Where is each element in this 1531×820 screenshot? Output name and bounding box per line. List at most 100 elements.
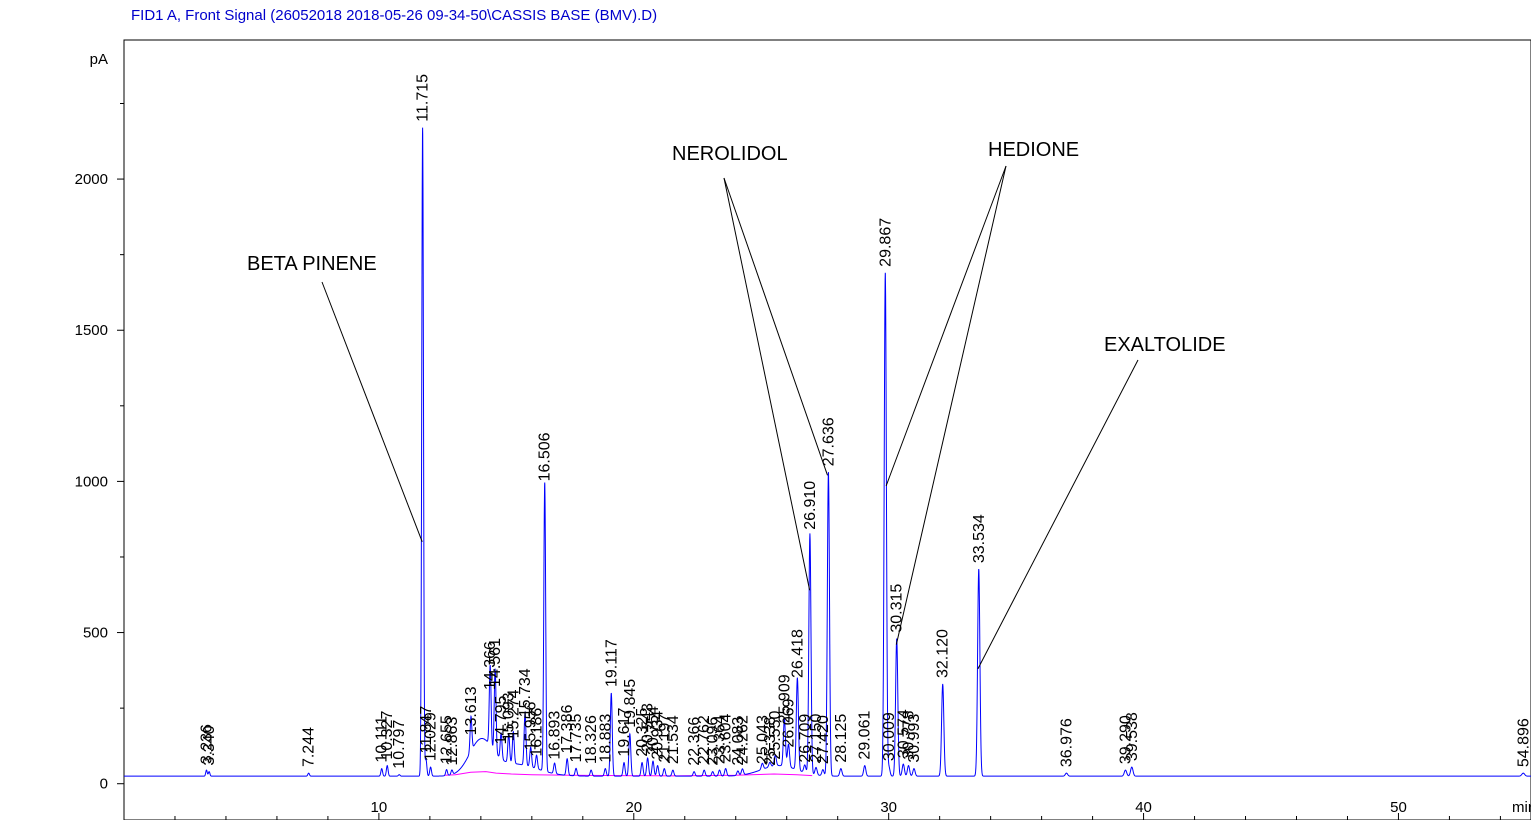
peak-label: 27.150 — [808, 714, 825, 763]
peak-label: 13.613 — [463, 686, 480, 735]
peak-label: 19.617 — [616, 708, 633, 757]
y-tick-label: 500 — [83, 625, 108, 642]
peak-label: 14.561 — [487, 638, 504, 687]
peak-label: 23.604 — [718, 714, 735, 763]
peak-label: 30.009 — [881, 712, 898, 761]
x-tick-label: 20 — [625, 799, 642, 816]
annotation-leader-line — [723, 177, 828, 476]
peak-label: 23.364 — [712, 715, 729, 764]
peak-label: 12.863 — [444, 717, 461, 766]
peak-label: 19.845 — [622, 679, 639, 728]
peak-label: 26.069 — [780, 698, 797, 747]
peak-label: 15.956 — [523, 701, 540, 750]
peak-label: 14.795 — [493, 695, 510, 744]
baseline-fit-layer — [445, 771, 813, 777]
peak-label: 16.893 — [547, 711, 564, 760]
baseline-fit-trace — [445, 771, 813, 777]
peak-label: 20.543 — [640, 703, 657, 752]
chart-title: FID1 A, Front Signal (26052018 2018-05-2… — [131, 7, 657, 24]
y-axis: 0 500 1000 1500 2000 — [75, 102, 124, 793]
peak-label: 10.111 — [374, 716, 391, 763]
annotation-leader-line — [885, 165, 1007, 487]
peak-label: 29.061 — [857, 711, 874, 760]
peak-label: 22.366 — [686, 717, 703, 766]
peak-label: 28.125 — [833, 714, 850, 763]
compound-label: BETA PINENE — [247, 253, 377, 275]
peak-label: 54.896 — [1515, 718, 1531, 767]
peak-label: 32.120 — [935, 629, 952, 678]
signal-layer — [124, 127, 1531, 777]
y-tick-label: 2000 — [75, 171, 108, 188]
compound-label: HEDIONE — [988, 139, 1079, 161]
peak-label: 30.993 — [906, 714, 923, 763]
peak-label: 10.327 — [379, 711, 396, 760]
annotation-leader-line — [895, 165, 1007, 645]
peak-label: 25.550 — [767, 711, 784, 760]
peak-label: 27.420 — [815, 715, 832, 764]
peak-label: 23.096 — [705, 717, 722, 766]
peak-label: 12.029 — [423, 712, 440, 761]
peak-label: 15.274 — [505, 689, 522, 738]
peak-label: 27.636 — [820, 417, 837, 466]
peak-label: 26.709 — [797, 714, 814, 763]
peak-label: 21.197 — [656, 714, 673, 763]
peak-label: 20.754 — [645, 706, 662, 755]
peak-label: 18.326 — [583, 715, 600, 764]
x-tick-label: 30 — [880, 799, 897, 816]
peak-label: 7.244 — [301, 727, 318, 767]
compound-label: NEROLIDOL — [672, 143, 788, 165]
compound-annotations: BETA PINENE NEROLIDOL HEDIONE EXALTOLIDE — [247, 139, 1226, 670]
x-tick-label: 10 — [371, 799, 388, 816]
peak-label: 30.315 — [889, 584, 906, 633]
peak-label: 21.534 — [665, 715, 682, 764]
peak-label: 26.418 — [789, 629, 806, 678]
peak-label: 25.043 — [754, 715, 771, 764]
y-tick-label: 0 — [100, 776, 108, 793]
peak-label: 22.762 — [696, 715, 713, 764]
peak-label: 29.867 — [877, 218, 894, 267]
peak-label: 25.338 — [762, 717, 779, 766]
annotation-leader-line — [723, 177, 811, 591]
peak-label: 18.883 — [597, 714, 614, 763]
peak-label: 3.236 — [199, 724, 216, 764]
peak-label: 11.715 — [415, 74, 432, 122]
x-tick-label: 40 — [1135, 799, 1152, 816]
peak-label: 19.117 — [603, 639, 620, 687]
peak-label: 25.909 — [776, 674, 793, 723]
peak-label: 39.538 — [1124, 712, 1141, 761]
x-tick-label: 50 — [1390, 799, 1407, 816]
compound-label: EXALTOLIDE — [1104, 334, 1226, 356]
peak-label: 17.386 — [559, 705, 576, 754]
peak-label: 11.847 — [418, 706, 435, 754]
peak-label: 14.366 — [482, 641, 499, 690]
y-tick-label: 1000 — [75, 473, 108, 490]
peak-label: 12.655 — [439, 715, 456, 764]
peak-label: 20.934 — [650, 711, 667, 760]
peak-label: 30.574 — [895, 709, 912, 758]
annotation-leader-line — [977, 359, 1139, 670]
signal-trace — [124, 127, 1531, 777]
peak-label: 24.262 — [734, 715, 751, 764]
peak-label: 24.083 — [730, 717, 747, 766]
peak-label: 30.778 — [900, 711, 917, 760]
peak-label: 17.735 — [568, 714, 585, 763]
peak-label: 15.734 — [517, 668, 534, 717]
peak-label: 3.340 — [201, 725, 218, 765]
plot-frame — [123, 39, 1531, 820]
peak-label: 10.797 — [391, 720, 408, 769]
peak-label: 16.506 — [537, 432, 554, 481]
peak-label: 39.290 — [1118, 715, 1135, 764]
peak-label: 16.186 — [529, 708, 546, 757]
peak-label: 20.325 — [634, 708, 651, 757]
y-axis-unit: pA — [90, 51, 108, 68]
x-axis-unit: min — [1512, 799, 1531, 816]
x-axis: 10 20 30 40 50 — [174, 799, 1501, 820]
peak-label: 26.910 — [802, 481, 819, 530]
annotation-leader-line — [321, 281, 423, 543]
peak-label: 15.093 — [501, 692, 518, 741]
peak-label: 33.534 — [971, 514, 988, 563]
y-tick-label: 1500 — [75, 322, 108, 339]
peak-label: 36.976 — [1059, 718, 1076, 767]
